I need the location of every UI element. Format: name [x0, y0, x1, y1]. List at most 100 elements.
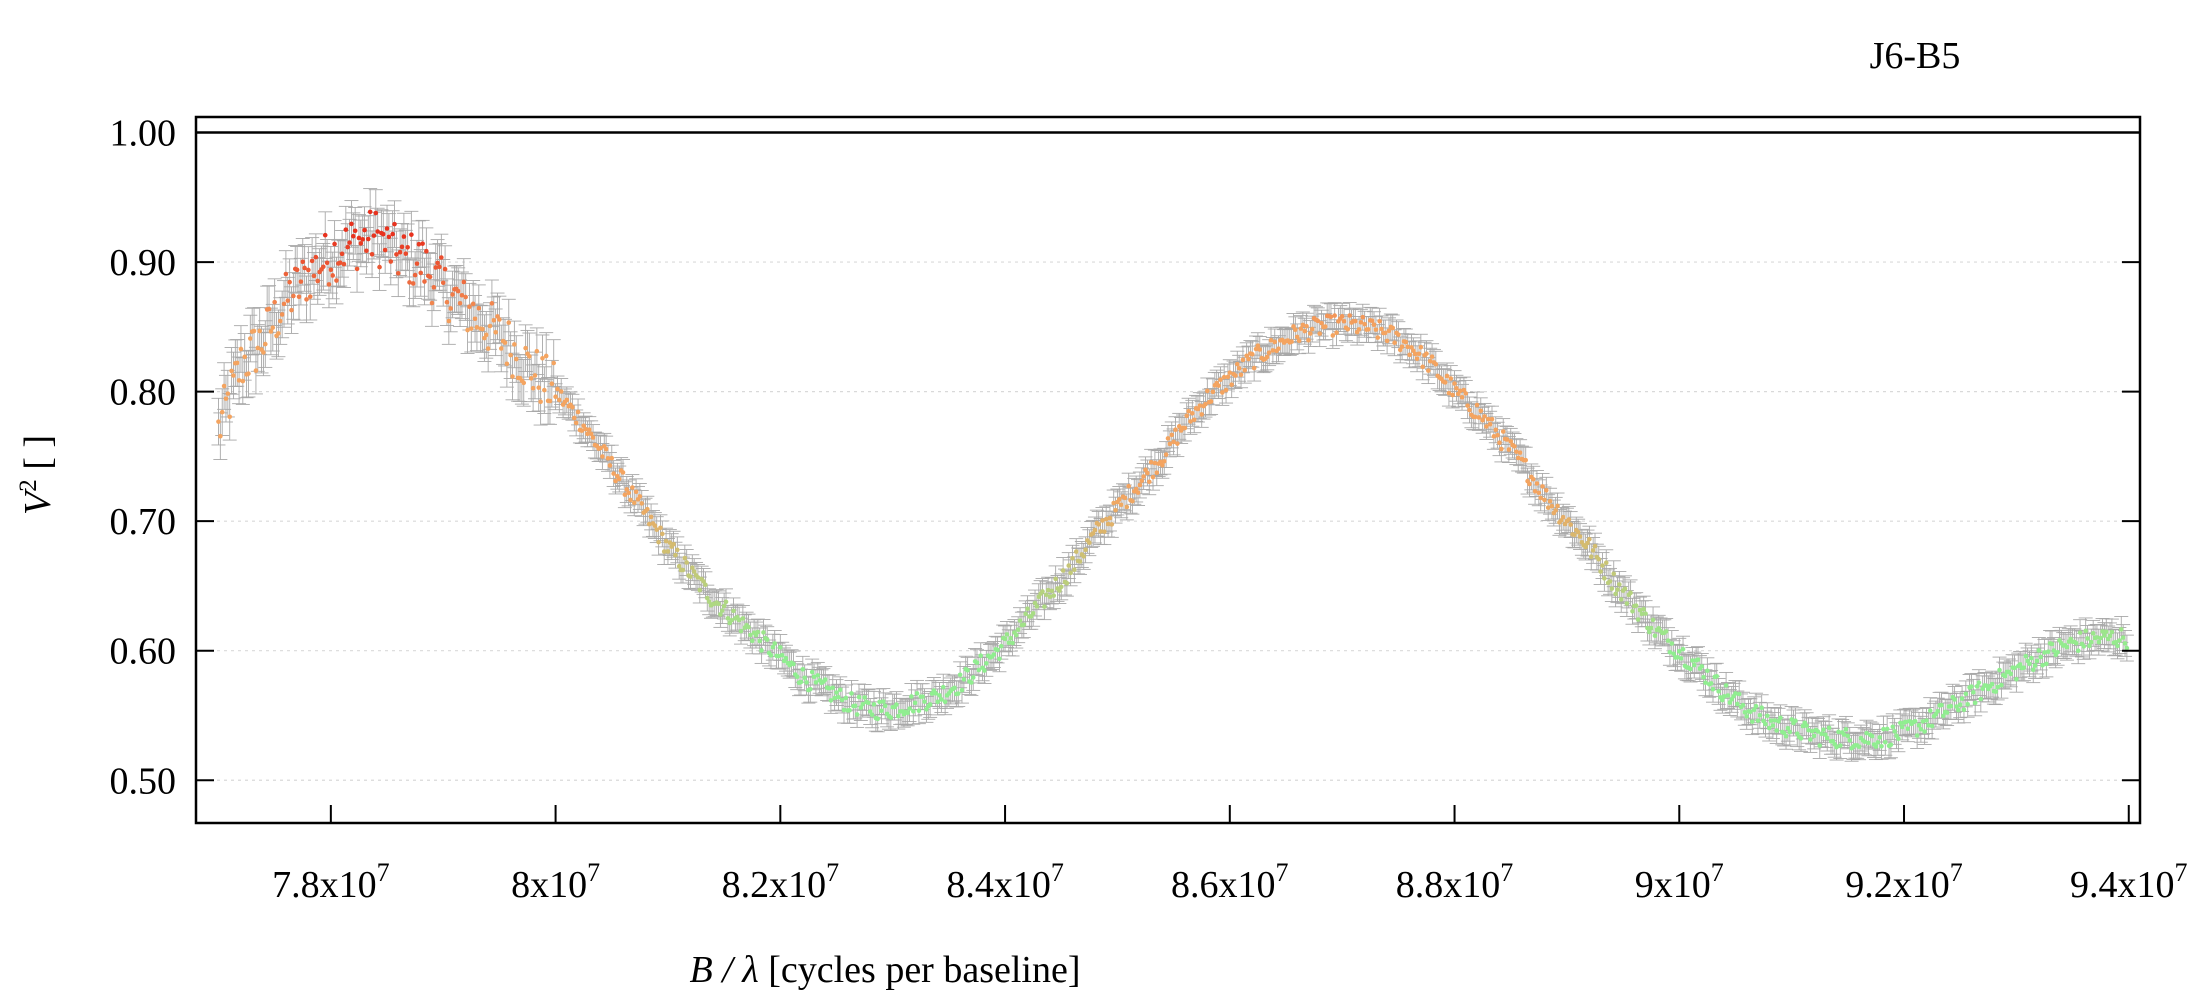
data-point [959, 687, 965, 693]
data-point [1102, 529, 1107, 534]
data-point [2032, 663, 2038, 668]
data-point [1499, 446, 1504, 452]
data-point [1377, 318, 1382, 324]
data-point [611, 471, 616, 476]
data-point [1723, 683, 1729, 688]
data-point [955, 691, 961, 696]
data-point [2036, 648, 2042, 653]
data-point [1045, 587, 1051, 593]
data-point [1017, 618, 1023, 623]
data-point [427, 274, 433, 280]
data-point [1547, 498, 1553, 504]
data-point [262, 341, 268, 347]
data-point [1356, 327, 1362, 332]
data-point [469, 326, 474, 331]
data-point [2118, 627, 2124, 632]
data-point [616, 476, 622, 482]
data-point [1974, 684, 1980, 689]
data-point [306, 267, 311, 273]
data-point [2045, 649, 2051, 655]
data-point [2124, 645, 2130, 651]
data-point [1716, 689, 1721, 694]
data-point [1246, 356, 1251, 362]
data-point [622, 492, 628, 498]
data-point [718, 612, 723, 617]
data-point [1478, 408, 1484, 414]
y-axis-label-exponent: 2 [15, 479, 42, 492]
data-point [1989, 681, 1995, 687]
data-point [706, 599, 712, 605]
data-point [2075, 648, 2081, 654]
data-point [703, 582, 708, 588]
data-point [1882, 739, 1888, 745]
data-point [837, 687, 843, 693]
data-point [927, 702, 933, 707]
data-point [1941, 713, 1946, 719]
data-point [399, 244, 405, 250]
data-point [1824, 735, 1830, 741]
data-point [1512, 444, 1517, 449]
data-point [1740, 702, 1746, 708]
data-point [854, 712, 860, 717]
data-point [555, 386, 560, 392]
data-point [1369, 318, 1375, 324]
data-point [1122, 495, 1128, 501]
data-point [1954, 704, 1959, 709]
data-point [1542, 497, 1547, 503]
data-point [2109, 629, 2115, 635]
data-point [1347, 313, 1352, 318]
data-point [1514, 449, 1519, 454]
data-point [377, 264, 382, 270]
data-point [1879, 744, 1884, 749]
data-point [1117, 497, 1122, 502]
data-point [1165, 436, 1171, 441]
data-point [446, 318, 452, 324]
data-point [1302, 328, 1308, 334]
data-point [684, 560, 689, 565]
data-point [440, 280, 446, 286]
data-point [731, 608, 736, 614]
data-point [358, 241, 364, 246]
data-point [2107, 633, 2113, 639]
data-point [1669, 641, 1675, 646]
data-point [313, 254, 319, 260]
data-point [1004, 632, 1010, 637]
data-point [223, 396, 229, 401]
data-point [1150, 474, 1156, 480]
data-point [1785, 725, 1791, 731]
data-point [1010, 640, 1015, 646]
data-point [1603, 560, 1609, 566]
data-points [216, 209, 2130, 751]
data-point [633, 489, 639, 495]
data-point [1444, 373, 1450, 379]
data-point [1609, 586, 1615, 591]
data-point [910, 708, 916, 714]
data-point [1774, 728, 1779, 733]
data-point [811, 674, 817, 680]
data-point [1152, 460, 1158, 466]
data-point [283, 271, 289, 277]
data-point [1060, 568, 1066, 573]
data-point [729, 617, 734, 623]
data-point [609, 455, 615, 461]
data-point [1763, 721, 1768, 727]
data-point [1742, 709, 1748, 715]
data-point [1725, 693, 1731, 698]
data-point [1319, 320, 1324, 326]
data-point [266, 306, 272, 312]
data-point [2042, 650, 2047, 655]
data-point [965, 668, 970, 673]
data-point [1875, 740, 1881, 745]
data-point [485, 346, 491, 351]
data-point [431, 285, 437, 290]
data-point [1733, 691, 1738, 696]
data-point [414, 261, 420, 266]
data-point [1476, 415, 1482, 420]
data-point [1592, 543, 1598, 549]
data-point [770, 644, 776, 650]
data-point [1939, 702, 1944, 708]
data-point [1690, 658, 1695, 663]
data-point [1191, 417, 1197, 423]
data-point [229, 368, 234, 374]
data-point [847, 707, 852, 713]
